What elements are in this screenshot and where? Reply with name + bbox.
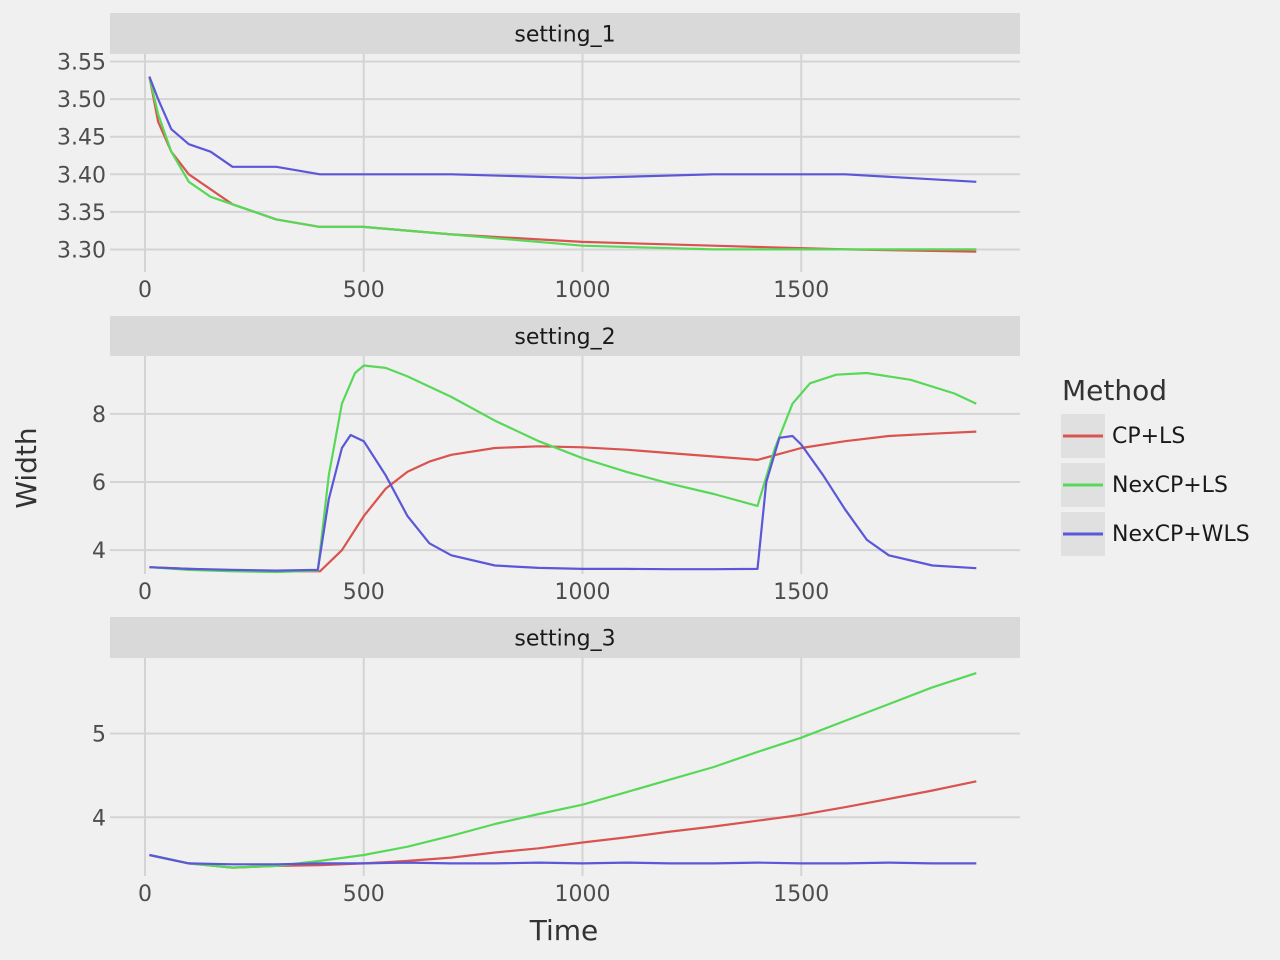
x-tick-label: 0 (138, 278, 152, 303)
legend-entry: CP+LS (1061, 414, 1185, 458)
series-line (149, 364, 977, 574)
strip-header (110, 316, 1020, 356)
legend: Method CP+LS NexCP+LS NexCP+WLS (1061, 374, 1250, 556)
x-tick-label: 500 (343, 278, 385, 303)
y-tick-label: 3.40 (57, 163, 106, 188)
series-line (149, 853, 977, 866)
strip-label: setting_2 (514, 325, 615, 350)
x-tick-label: 1500 (773, 882, 829, 907)
series-line (149, 433, 977, 572)
panel-setting_2: setting_2 0 500 1000 1500 4 6 8 (92, 316, 1020, 605)
y-tick-label: 3.45 (57, 126, 106, 151)
panel-setting_1: setting_1 0 500 1000 1500 3.30 3.35 3.40 3.45 3.5… (57, 13, 1020, 303)
x-tick-label: 1500 (773, 278, 829, 303)
y-tick-label: 3.35 (57, 201, 106, 226)
legend-label: NexCP+WLS (1112, 522, 1250, 547)
x-tick-label: 1000 (555, 278, 611, 303)
x-tick-label: 1000 (555, 882, 611, 907)
x-tick-label: 500 (343, 882, 385, 907)
strip-header (110, 617, 1020, 658)
y-tick-label: 8 (92, 403, 106, 428)
legend-entry: NexCP+LS (1061, 463, 1228, 507)
panels: setting_10 500 1000 15003.303.353.403.453.5… (57, 13, 1020, 907)
y-tick-label: 3.55 (57, 51, 106, 76)
x-tick-label: 1500 (773, 580, 829, 605)
legend-title: Method (1062, 374, 1167, 407)
y-tick-label: 3.50 (57, 88, 106, 113)
legend-entry: NexCP+WLS (1061, 512, 1250, 556)
strip-label: setting_1 (514, 23, 615, 48)
legend-label: CP+LS (1112, 424, 1185, 449)
y-tick-label: 4 (92, 539, 106, 564)
y-tick-label: 5 (92, 722, 106, 747)
y-tick-label: 3.30 (57, 238, 106, 263)
y-tick-label: 4 (92, 806, 106, 831)
y-axis-title: Width (10, 427, 43, 508)
x-axis-title: Time (529, 914, 599, 947)
x-tick-label: 0 (138, 580, 152, 605)
x-tick-label: 500 (343, 580, 385, 605)
y-tick-label: 6 (92, 471, 106, 496)
series-line (148, 76, 977, 183)
panel-setting_3: setting_3 0 500 1000 1500 4 5 (92, 617, 1020, 907)
series-line (148, 76, 977, 251)
strip-header (110, 13, 1020, 54)
x-tick-label: 1000 (555, 580, 611, 605)
legend-label: NexCP+LS (1112, 473, 1228, 498)
strip-label: setting_3 (514, 627, 615, 652)
x-tick-label: 0 (138, 882, 152, 907)
